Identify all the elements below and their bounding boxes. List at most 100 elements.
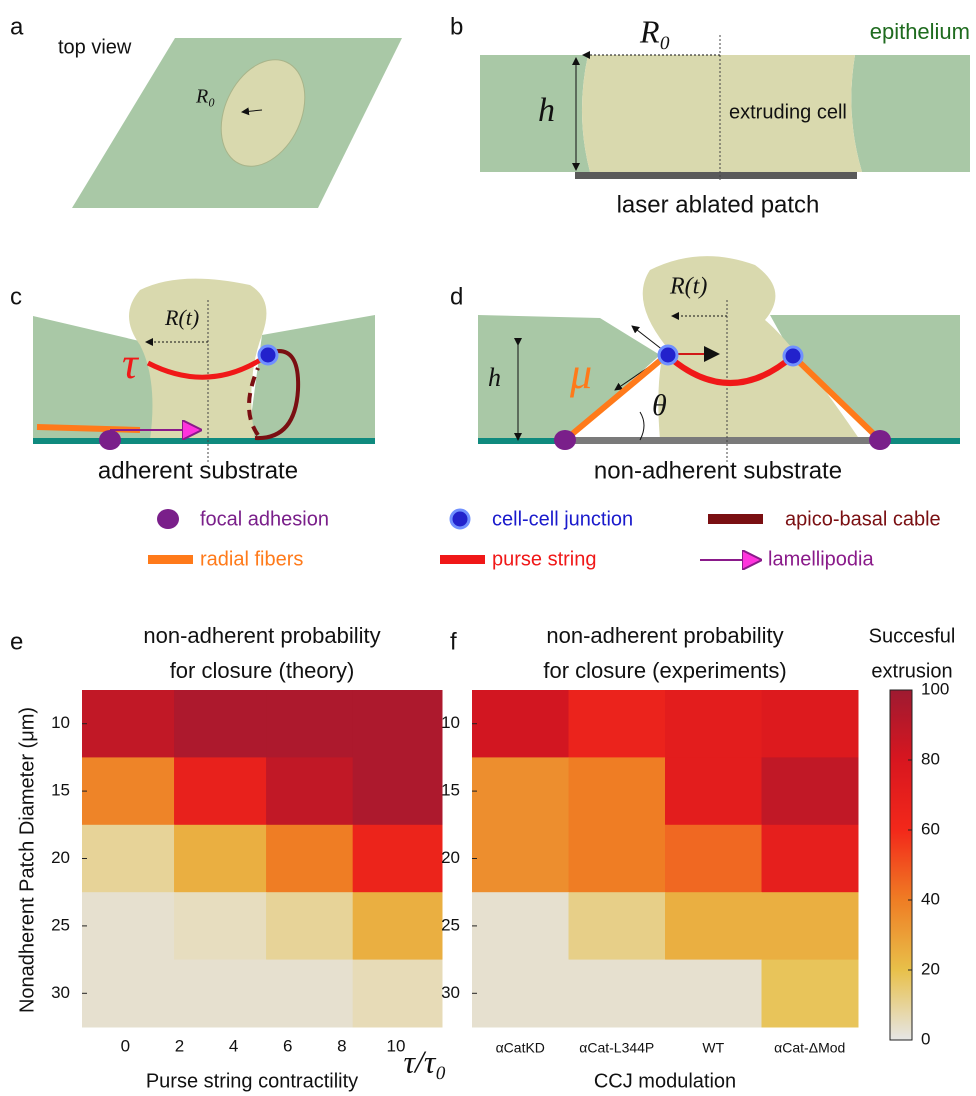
- heatmap-cell: [569, 960, 666, 1028]
- symbol: R(t): [669, 274, 707, 300]
- heatmap-cell: [82, 960, 175, 1028]
- symbol: h: [488, 363, 501, 392]
- x-axis-label: Purse string contractility: [146, 1070, 358, 1092]
- heatmap-cell: [665, 690, 762, 758]
- heatmap-cell: [569, 757, 666, 825]
- panel-b: b R₀ h extruding cell laser ablated patc…: [450, 13, 970, 218]
- junction: [784, 347, 802, 365]
- panel-c: c R(t) τ adherent substrate: [10, 279, 375, 485]
- y-tick-label: 25: [51, 915, 70, 934]
- label: non-adherent substrate: [594, 457, 842, 484]
- x-tick-label: αCatKD: [496, 1040, 545, 1056]
- x-tick-label: αCat-L344P: [579, 1040, 654, 1056]
- panel-letter: a: [10, 13, 24, 40]
- colorbar-tick-label: 60: [921, 819, 940, 838]
- heatmap-cell: [665, 825, 762, 893]
- figure: a top view R₀ b R₀ h extruding cell lase…: [0, 0, 976, 1096]
- symbol: R(t): [164, 305, 199, 330]
- x-tick-label: αCat-ΔMod: [774, 1040, 845, 1056]
- heatmap-cell: [569, 690, 666, 758]
- heatmap-cell: [665, 960, 762, 1028]
- y-tick-label: 30: [441, 983, 460, 1002]
- label: adherent substrate: [98, 457, 298, 484]
- legend-marker: [451, 510, 469, 528]
- label: laser ablated patch: [617, 191, 820, 218]
- junction: [259, 346, 277, 364]
- panel-d: d R(t) h μ θ non-adherent substrate: [450, 256, 960, 484]
- patch: [575, 172, 857, 179]
- heatmap-cell: [353, 825, 443, 893]
- tissue: [851, 55, 970, 172]
- heatmap-cell: [472, 757, 569, 825]
- colorbar-tick-label: 40: [921, 889, 940, 908]
- symbol: τ: [122, 339, 140, 388]
- legend-marker: [440, 555, 485, 564]
- legend-marker: [157, 509, 179, 529]
- heatmap-cell: [762, 690, 859, 758]
- y-tick-label: 20: [441, 848, 460, 867]
- legend-label: cell-cell junction: [492, 508, 633, 530]
- colorbar-tick-label: 20: [921, 959, 940, 978]
- label: epithelium: [870, 19, 970, 44]
- focal-adhesion: [554, 430, 576, 450]
- panel-letter: f: [450, 628, 457, 655]
- x-tick-label: WT: [702, 1040, 724, 1056]
- colorbar-tick-label: 0: [921, 1029, 930, 1048]
- heatmap-cell: [665, 757, 762, 825]
- colorbar: [890, 690, 912, 1040]
- panel-letter: d: [450, 283, 463, 310]
- tissue: [480, 55, 590, 172]
- heatmap-cell: [353, 690, 443, 758]
- heatmap-cell: [174, 892, 267, 960]
- focal-adhesion: [99, 430, 121, 450]
- x-axis-label: CCJ modulation: [594, 1070, 736, 1092]
- junction: [659, 346, 677, 364]
- x-tick-label: 6: [283, 1036, 292, 1055]
- heatmap-cell: [266, 690, 353, 758]
- heatmap-cell: [266, 960, 353, 1028]
- legend-label: lamellipodia: [768, 548, 874, 570]
- y-tick-label: 10: [441, 713, 460, 732]
- heatmap-cell: [762, 757, 859, 825]
- heatmap-cell: [266, 757, 353, 825]
- y-tick-label: 25: [441, 915, 460, 934]
- x-axis-symbol: τ/τ₀: [404, 1043, 447, 1079]
- substrate: [33, 438, 375, 444]
- y-tick-label: 30: [51, 983, 70, 1002]
- legend-label: radial fibers: [200, 548, 303, 570]
- heatmap-cell: [266, 892, 353, 960]
- y-tick-label: 20: [51, 848, 70, 867]
- heatmap-cell: [174, 960, 267, 1028]
- symbol: h: [538, 92, 555, 129]
- heatmap-cell: [353, 892, 443, 960]
- chart-title: non-adherent probability: [143, 623, 380, 648]
- chart-title: for closure (experiments): [543, 658, 786, 683]
- heatmap-cell: [472, 825, 569, 893]
- y-axis-label: Nonadherent Patch Diameter (μm): [16, 707, 38, 1013]
- heatmap-cell: [82, 892, 175, 960]
- focal-adhesion: [869, 430, 891, 450]
- heatmap-cell: [569, 892, 666, 960]
- heatmap-cell: [472, 892, 569, 960]
- legend-label: apico-basal cable: [785, 508, 941, 530]
- heatmap-cell: [174, 825, 267, 893]
- panel-letter: c: [10, 283, 22, 310]
- x-tick-label: 0: [121, 1036, 130, 1055]
- angle-arc: [640, 412, 644, 440]
- x-tick-label: 4: [229, 1036, 238, 1055]
- tissue: [248, 315, 375, 440]
- heatmap-cell: [82, 690, 175, 758]
- label: extruding cell: [729, 101, 847, 123]
- panel-letter: b: [450, 13, 463, 40]
- patch: [565, 437, 880, 444]
- chart-title: for closure (theory): [170, 658, 355, 683]
- panel-a: a top view R₀: [10, 13, 402, 208]
- heatmap-cell: [472, 690, 569, 758]
- colorbar-tick-label: 80: [921, 749, 940, 768]
- heatmap-cell: [353, 960, 443, 1028]
- symbol: θ: [652, 389, 667, 422]
- legend-marker: [148, 555, 193, 564]
- y-tick-label: 15: [441, 781, 460, 800]
- colorbar-tick-label: 100: [921, 679, 949, 698]
- heatmap-cell: [569, 825, 666, 893]
